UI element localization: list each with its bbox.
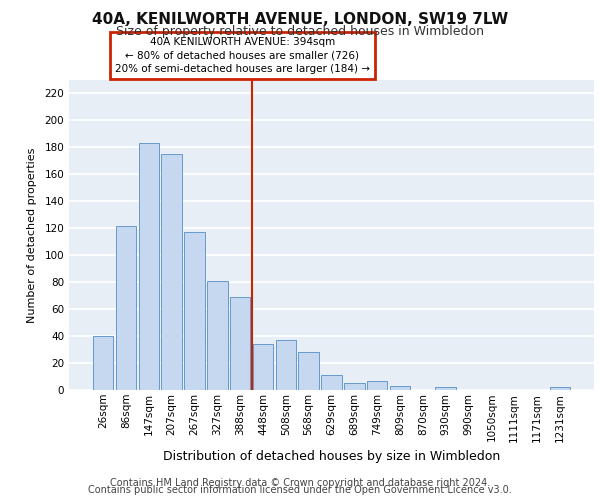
- Text: 40A, KENILWORTH AVENUE, LONDON, SW19 7LW: 40A, KENILWORTH AVENUE, LONDON, SW19 7LW: [92, 12, 508, 28]
- Bar: [390, 386, 410, 390]
- Bar: [298, 352, 319, 390]
- Bar: [253, 344, 273, 390]
- Bar: [436, 388, 456, 390]
- Bar: [367, 380, 388, 390]
- Text: 40A KENILWORTH AVENUE: 394sqm
← 80% of detached houses are smaller (726)
20% of : 40A KENILWORTH AVENUE: 394sqm ← 80% of d…: [115, 38, 370, 74]
- Bar: [550, 388, 570, 390]
- Bar: [93, 336, 113, 390]
- X-axis label: Distribution of detached houses by size in Wimbledon: Distribution of detached houses by size …: [163, 450, 500, 463]
- Bar: [230, 297, 250, 390]
- Text: Contains public sector information licensed under the Open Government Licence v3: Contains public sector information licen…: [88, 485, 512, 495]
- Bar: [139, 144, 159, 390]
- Bar: [116, 226, 136, 390]
- Text: Contains HM Land Registry data © Crown copyright and database right 2024.: Contains HM Land Registry data © Crown c…: [110, 478, 490, 488]
- Bar: [184, 232, 205, 390]
- Bar: [161, 154, 182, 390]
- Bar: [321, 375, 342, 390]
- Text: Size of property relative to detached houses in Wimbledon: Size of property relative to detached ho…: [116, 25, 484, 38]
- Bar: [344, 384, 365, 390]
- Bar: [275, 340, 296, 390]
- Y-axis label: Number of detached properties: Number of detached properties: [28, 148, 37, 322]
- Bar: [207, 281, 227, 390]
